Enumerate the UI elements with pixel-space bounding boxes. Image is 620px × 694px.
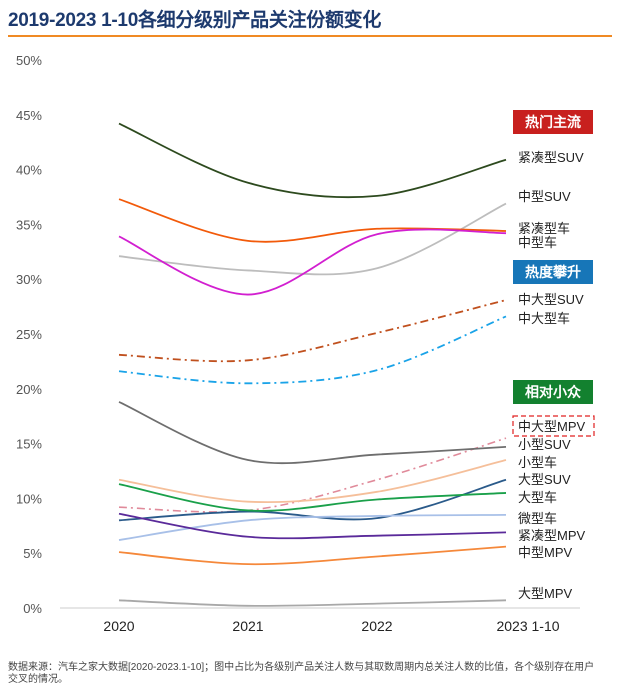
series-label: 中大型SUV <box>518 292 584 307</box>
y-tick-label: 10% <box>16 491 42 506</box>
series-label: 小型车 <box>518 455 557 470</box>
series-line-大型MPV <box>118 599 507 607</box>
series-label: 大型MPV <box>518 586 573 601</box>
group-badge <box>513 260 593 284</box>
y-tick-label: 0% <box>23 601 42 616</box>
group-badge <box>513 380 593 404</box>
group-badge-label: 热度攀升 <box>525 264 581 280</box>
series-label: 微型车 <box>518 511 557 526</box>
x-tick-label: 2023 1-10 <box>496 618 559 634</box>
y-tick-label: 25% <box>16 327 42 342</box>
series-line-中大型车 <box>118 315 507 385</box>
series-label: 大型SUV <box>518 472 571 487</box>
series-line-小型车 <box>118 459 507 504</box>
series-line-大型车 <box>118 483 507 512</box>
y-tick-label: 45% <box>16 108 42 123</box>
series-label: 中型SUV <box>518 189 571 204</box>
series-line-中型车 <box>118 228 507 296</box>
series-line-紧凑型SUV <box>118 122 507 199</box>
y-tick-label: 40% <box>16 163 42 178</box>
x-tick-label: 2021 <box>232 618 263 634</box>
series-line-中型MPV <box>118 545 507 566</box>
group-badge-label: 热门主流 <box>525 114 581 130</box>
title-underline <box>8 35 612 37</box>
y-tick-label: 15% <box>16 437 42 452</box>
group-badge-label: 相对小众 <box>525 384 581 400</box>
y-tick-label: 35% <box>16 217 42 232</box>
y-tick-label: 5% <box>23 546 42 561</box>
chart-title: 2019-2023 1-10各细分级别产品关注份额变化 <box>8 10 382 31</box>
series-line-微型车 <box>118 513 507 541</box>
highlight-box <box>512 415 595 437</box>
series-line-中型SUV <box>118 202 507 276</box>
group-badge <box>513 110 593 134</box>
series-line-紧凑型MPV <box>118 512 507 540</box>
series-line-紧凑型车 <box>118 198 507 243</box>
series-label: 中大型车 <box>518 311 570 326</box>
y-tick-label: 20% <box>16 382 42 397</box>
series-label: 大型车 <box>518 490 557 505</box>
series-line-中大型SUV <box>118 299 507 363</box>
series-line-小型SUV <box>118 401 507 465</box>
line-chart: 0% 5% 10% 15% 20% 25% 30% 35% 40% 45% 50% 2020 2021 2… <box>16 53 595 634</box>
x-tick-label: 2022 <box>361 618 392 634</box>
y-tick-label: 30% <box>16 272 42 287</box>
series-label: 小型SUV <box>518 437 571 452</box>
series-label: 中型MPV <box>518 545 573 560</box>
x-tick-label: 2020 <box>103 618 134 634</box>
y-tick-label: 50% <box>16 53 42 68</box>
series-label: 紧凑型SUV <box>518 150 584 165</box>
series-label: 中大型MPV <box>518 419 586 434</box>
series-label: 紧凑型车 <box>518 221 570 236</box>
source-note: 数据来源：汽车之家大数据[2020-2023.1-10]；图中占比为各级别产品关… <box>8 662 595 685</box>
series-label: 中型车 <box>518 235 557 250</box>
series-label: 紧凑型MPV <box>518 528 586 543</box>
series-line-中大型MPV <box>118 437 507 513</box>
